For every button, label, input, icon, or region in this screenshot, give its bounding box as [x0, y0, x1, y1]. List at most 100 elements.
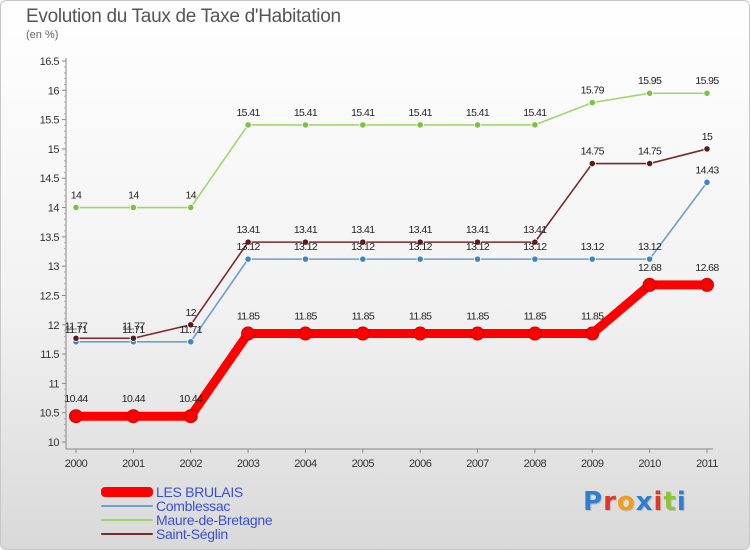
x-tick-label: 2006 — [409, 458, 432, 470]
data-label: 15.41 — [236, 107, 260, 119]
data-label: 11.77 — [122, 320, 145, 332]
series-line-0 — [71, 280, 712, 421]
series-point — [187, 203, 195, 212]
series-point — [646, 159, 654, 168]
legend-label: Comblessac — [156, 498, 231, 514]
series-point — [531, 238, 539, 246]
legend-swatch — [101, 533, 153, 535]
legend-swatch — [101, 505, 153, 507]
data-label: 13.41 — [523, 224, 547, 236]
legend-label: Saint-Séglin — [156, 526, 228, 542]
series-point — [72, 334, 80, 342]
data-label: 12.68 — [695, 262, 719, 274]
legend-item: LES BRULAIS — [101, 485, 272, 499]
series-point — [527, 326, 542, 341]
series-point — [244, 238, 252, 246]
data-label: 11.71 — [65, 324, 88, 336]
data-label: 14.75 — [638, 146, 662, 158]
logo-letter: i — [676, 487, 687, 517]
data-label: 11.71 — [122, 324, 145, 336]
legend-label: LES BRULAIS — [156, 484, 243, 500]
data-label: 13.41 — [409, 224, 433, 236]
series-point — [413, 326, 428, 341]
data-label: 15.41 — [294, 107, 318, 119]
series-point — [129, 203, 137, 212]
data-label: 12.68 — [638, 262, 662, 274]
legend-swatch — [101, 487, 153, 497]
data-label: 14 — [71, 190, 82, 202]
series-point — [416, 121, 424, 129]
data-label: 13.41 — [466, 224, 490, 236]
data-label: 14.43 — [695, 164, 719, 176]
data-label: 15.41 — [466, 107, 490, 119]
logo-letter: r — [603, 487, 617, 517]
series-point — [187, 321, 195, 329]
y-tick-label: 11.5 — [40, 349, 59, 361]
data-label: 13.12 — [638, 241, 662, 253]
legend-label: Maure-de-Bretagne — [156, 512, 273, 528]
series-point — [359, 121, 367, 129]
series-point — [473, 238, 482, 246]
data-label: 13.12 — [466, 241, 490, 253]
y-tick-label: 14.5 — [40, 173, 60, 185]
x-tick-label: 2003 — [237, 458, 260, 470]
legend-item: Comblessac — [101, 499, 272, 513]
y-tick-label: 10 — [48, 437, 60, 449]
x-tick-label: 2008 — [524, 458, 547, 470]
series-point — [588, 99, 596, 107]
data-label: 15.95 — [695, 75, 719, 87]
x-tick-label: 2007 — [466, 458, 489, 470]
legend-item: Saint-Séglin — [101, 527, 272, 541]
legend-swatch — [101, 519, 153, 521]
x-tick-label: 2004 — [294, 458, 317, 470]
data-label: 13.12 — [236, 241, 260, 253]
series-point — [244, 121, 252, 129]
series-point — [359, 238, 367, 246]
data-label: 11.77 — [65, 320, 88, 332]
series-point — [703, 89, 711, 97]
logo-letter: o — [616, 487, 636, 517]
data-label: 13.41 — [351, 224, 375, 236]
x-tick-label: 2001 — [122, 458, 145, 470]
series-point — [301, 238, 310, 246]
logo-letter: P — [583, 487, 604, 517]
series-point — [72, 203, 80, 212]
data-label: 14 — [185, 190, 196, 202]
series-line-3 — [75, 148, 708, 340]
data-label: 15.41 — [409, 107, 433, 119]
data-label: 13.41 — [294, 224, 318, 236]
data-label: 15.41 — [523, 107, 547, 119]
data-label: 13.41 — [236, 224, 260, 236]
data-label: 10.44 — [64, 393, 88, 405]
data-label: 11.85 — [294, 311, 317, 323]
data-label: 13.12 — [409, 241, 433, 253]
series-point — [355, 326, 370, 341]
x-tick-label: 2000 — [65, 458, 88, 470]
series-point — [183, 409, 198, 424]
data-label: 15.41 — [351, 107, 375, 119]
series-point — [531, 255, 539, 263]
data-label: 10.44 — [122, 393, 146, 405]
data-label: 11.71 — [179, 324, 202, 336]
y-tick-label: 14 — [48, 203, 60, 215]
y-tick-label: 16 — [48, 85, 60, 97]
y-tick-label: 13.5 — [40, 232, 60, 244]
y-tick-label: 15 — [48, 144, 60, 156]
series-point — [588, 255, 596, 263]
series-point — [187, 338, 195, 346]
data-label: 14 — [128, 190, 139, 202]
data-label: 13.12 — [523, 241, 547, 253]
axes: 10 10.5 11 11.5 12 12.5 13 13.5 14 14.5 15 15.5 16 16… — [40, 56, 719, 470]
series-point — [646, 255, 654, 263]
series-line-2 — [75, 92, 708, 209]
data-label: 14.75 — [581, 146, 605, 158]
series-point — [129, 334, 137, 342]
series-point — [416, 238, 424, 246]
data-label: 11.85 — [352, 311, 375, 323]
series-point — [646, 89, 654, 97]
x-tick-label: 2009 — [581, 458, 604, 470]
y-tick-label: 15.5 — [40, 115, 60, 127]
series-point — [642, 277, 657, 292]
proxiti-logo: Proxiti — [583, 487, 687, 517]
